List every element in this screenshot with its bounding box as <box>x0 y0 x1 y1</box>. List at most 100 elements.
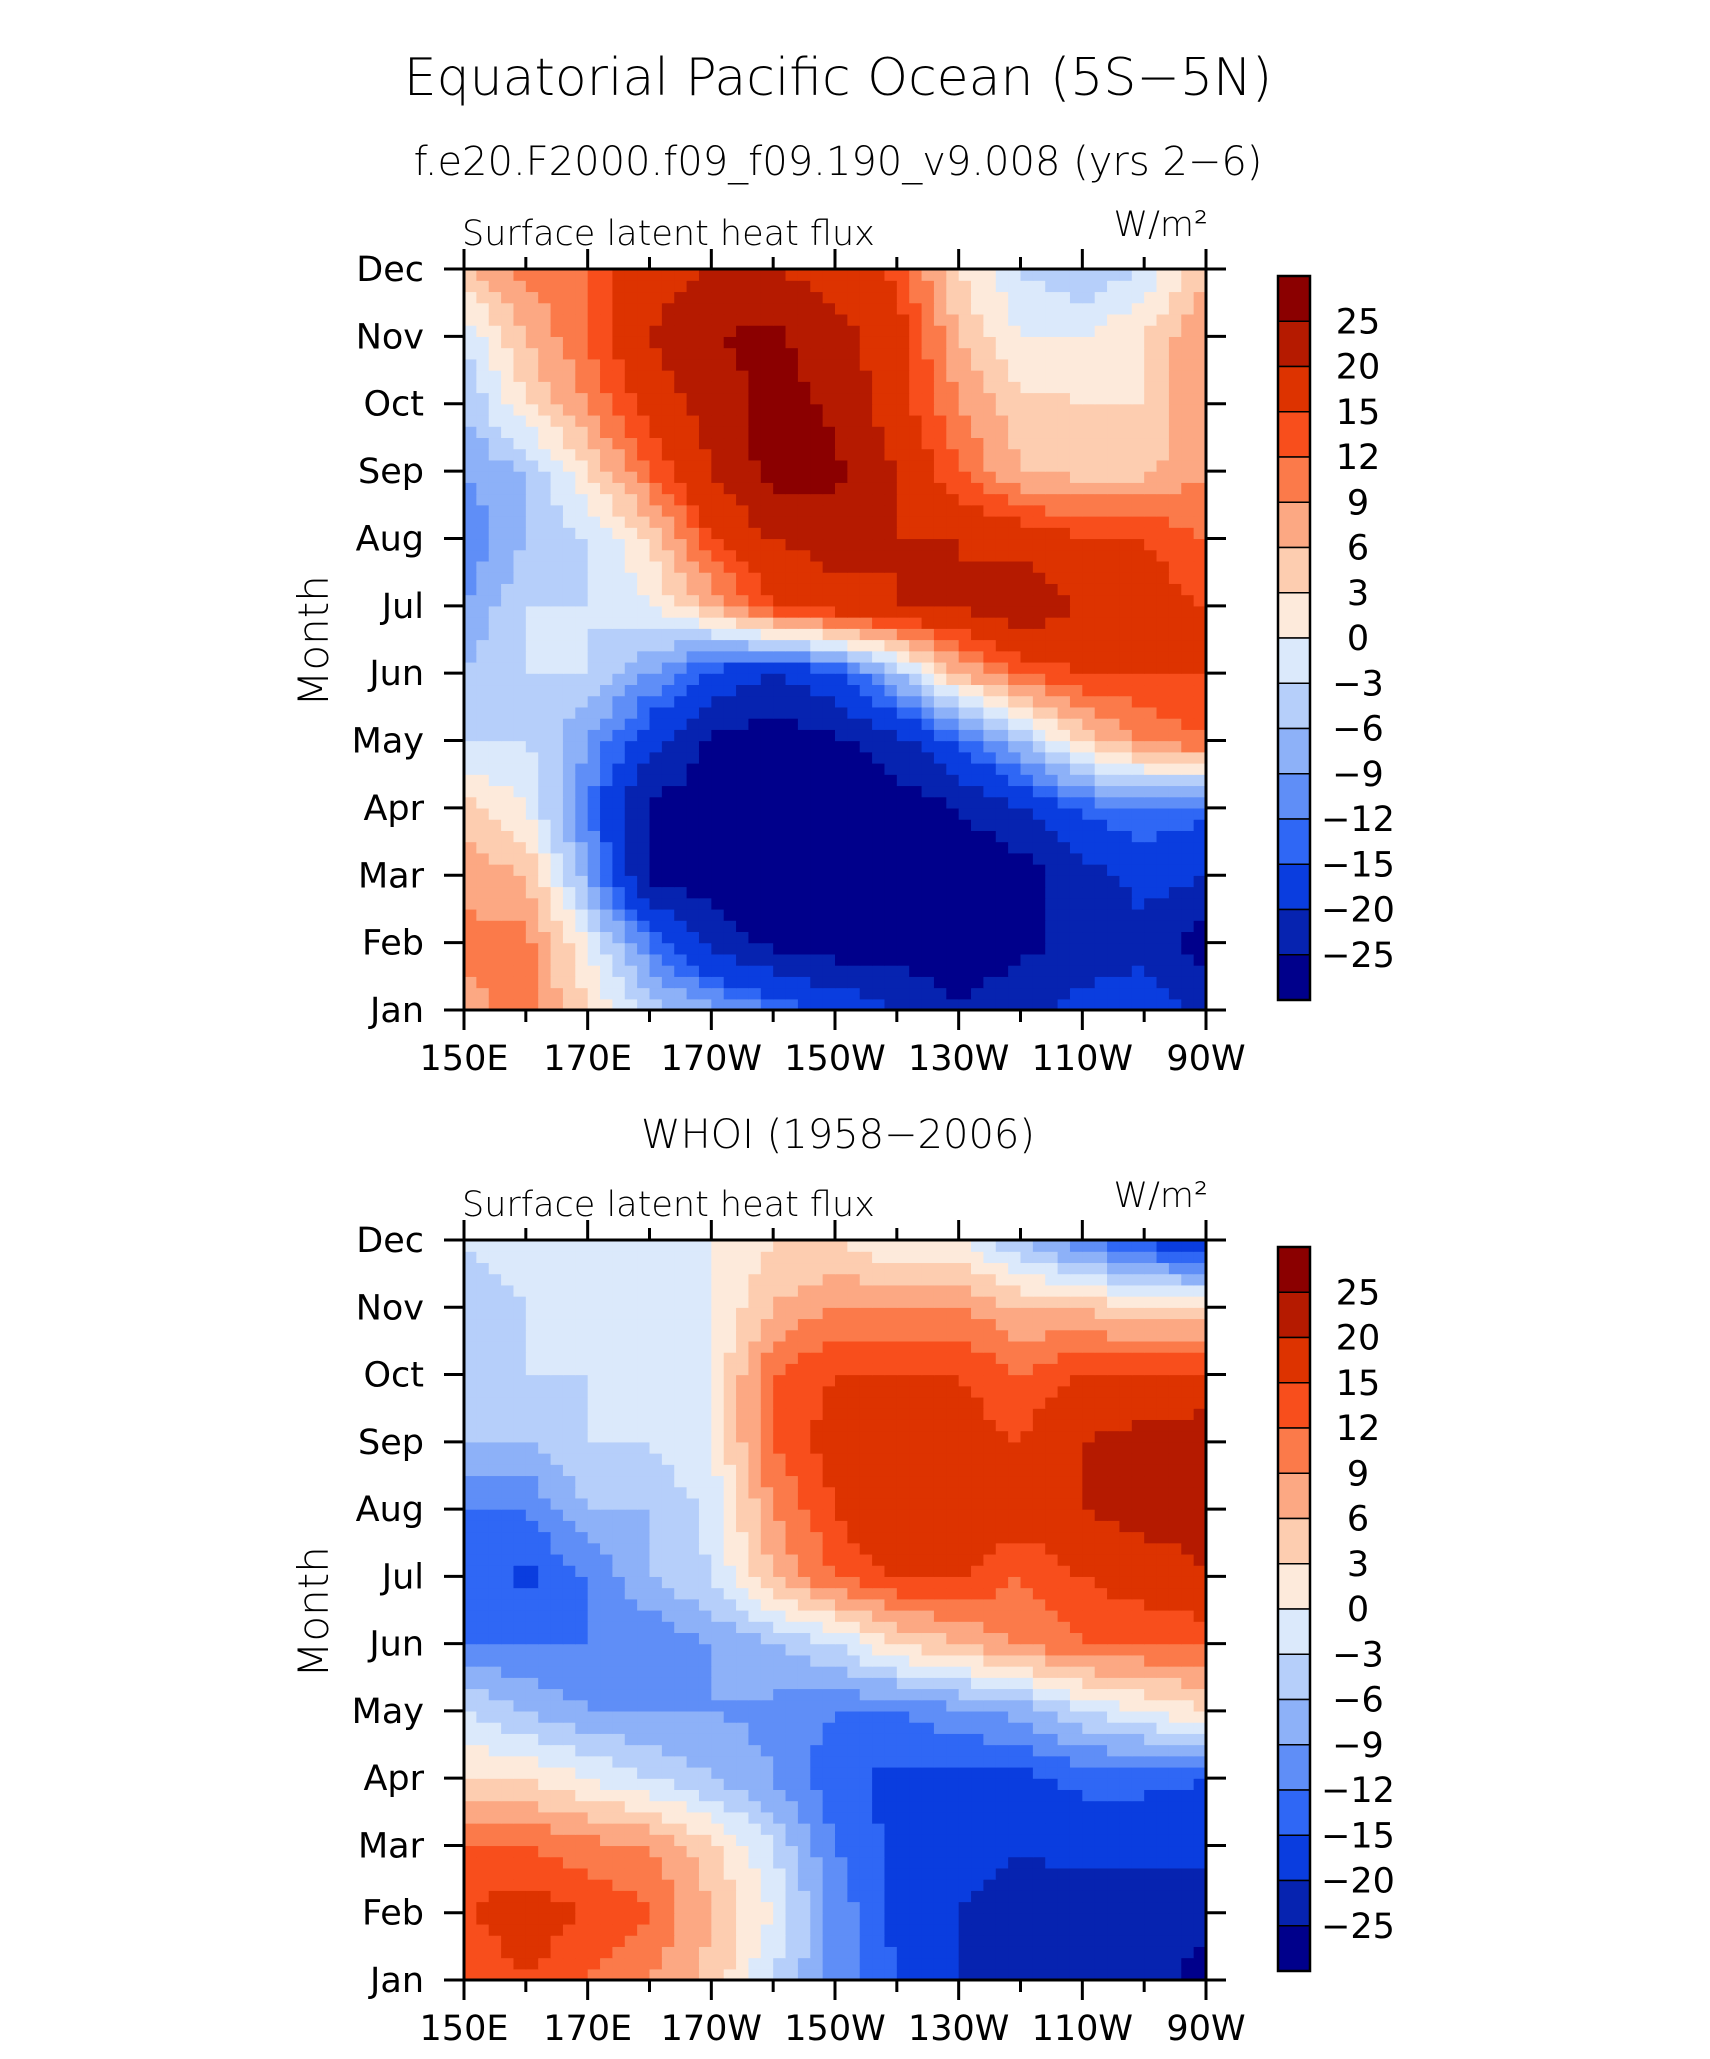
heatmap-cell <box>1131 976 1145 989</box>
heatmap-cell <box>835 1923 848 1936</box>
x-tick-label: 150W <box>784 1039 885 1079</box>
heatmap-cell <box>1131 1968 1145 1981</box>
heatmap-cell <box>736 942 750 955</box>
heatmap-cell <box>872 504 886 517</box>
heatmap-cell <box>1045 628 1059 641</box>
heatmap-cell <box>748 886 762 899</box>
heatmap-cell <box>575 1867 589 1880</box>
heatmap-cell <box>909 751 923 764</box>
heatmap-cell <box>971 482 984 495</box>
heatmap-cell <box>1008 920 1022 933</box>
heatmap-cell <box>550 572 564 584</box>
heatmap-cell <box>464 1845 477 1858</box>
heatmap-cell <box>674 302 688 315</box>
heatmap-cell <box>674 751 688 764</box>
heatmap-cell <box>513 560 527 573</box>
heatmap-cell <box>1094 718 1108 730</box>
heatmap-cell <box>612 684 626 697</box>
heatmap-cell <box>525 459 539 472</box>
heatmap-cell <box>624 482 638 495</box>
heatmap-cell <box>946 1912 960 1925</box>
heatmap-cell <box>562 325 576 337</box>
heatmap-cell <box>847 1811 861 1824</box>
heatmap-cell <box>760 560 774 573</box>
heatmap-cell <box>736 639 750 652</box>
heatmap-cell <box>1057 302 1071 315</box>
heatmap-cell <box>612 774 626 787</box>
heatmap-cell <box>859 1901 873 1914</box>
heatmap-cell <box>686 1901 700 1914</box>
heatmap-cell <box>1094 414 1108 427</box>
heatmap-cell <box>971 1923 984 1936</box>
heatmap-cell <box>835 942 848 955</box>
heatmap-cell <box>674 538 688 551</box>
heatmap-cell <box>958 594 972 607</box>
heatmap-cell <box>600 493 613 506</box>
heatmap-cell <box>884 370 898 382</box>
heatmap-cell <box>884 605 898 618</box>
heatmap-cell <box>785 493 799 506</box>
heatmap-cell <box>698 908 712 921</box>
heatmap-cell <box>476 875 490 888</box>
heatmap-cell <box>847 785 861 798</box>
heatmap-cell <box>859 504 873 517</box>
units-label-observations: W/m² <box>1113 1176 1208 1216</box>
colorbar-swatch <box>1277 637 1311 684</box>
heatmap-cell <box>995 1912 1009 1925</box>
heatmap-cell <box>686 706 700 719</box>
heatmap-cell <box>773 594 787 607</box>
heatmap-cell <box>1032 437 1046 450</box>
heatmap-cell <box>748 796 762 809</box>
heatmap-cell <box>1069 931 1083 944</box>
heatmap-cell <box>736 1935 750 1947</box>
heatmap-cell <box>538 302 552 315</box>
heatmap-cell <box>1156 976 1170 989</box>
heatmap-cell <box>773 471 787 483</box>
heatmap-cell <box>476 516 490 528</box>
heatmap-cell <box>525 269 539 281</box>
heatmap-cell <box>884 908 898 921</box>
heatmap-cell <box>1057 796 1071 809</box>
heatmap-cell <box>1181 302 1195 315</box>
heatmap-cell <box>711 628 725 641</box>
heatmap-cell <box>983 953 997 966</box>
heatmap-cell <box>525 1901 539 1914</box>
heatmap-cell <box>686 471 700 483</box>
heatmap-cell <box>1082 302 1096 315</box>
heatmap-cell <box>538 785 552 798</box>
heatmap-cell <box>797 280 811 293</box>
heatmap-cell <box>946 448 960 461</box>
heatmap-cell <box>711 718 725 730</box>
heatmap-cell <box>723 325 737 337</box>
heatmap-cell <box>859 785 873 798</box>
heatmap-cell <box>1082 875 1096 888</box>
heatmap-cell <box>562 426 576 439</box>
heatmap-cell <box>488 864 502 876</box>
heatmap-cell <box>1020 1834 1034 1847</box>
heatmap-cell <box>921 953 935 966</box>
heatmap-cell <box>674 729 688 742</box>
heatmap-cell <box>1156 639 1170 652</box>
colorbar-swatch <box>1277 411 1311 458</box>
heatmap-cell <box>525 538 539 551</box>
heatmap-cell <box>550 1890 564 1903</box>
heatmap-cell <box>1107 908 1121 921</box>
heatmap-cell <box>983 628 997 641</box>
heatmap-cell <box>600 313 613 326</box>
heatmap-cell <box>797 774 811 787</box>
heatmap-cell <box>1119 482 1133 495</box>
heatmap-cell <box>538 661 552 674</box>
heatmap-cell <box>884 482 898 495</box>
heatmap-cell <box>872 482 886 495</box>
heatmap-cell <box>785 426 799 439</box>
heatmap-cell <box>872 718 886 730</box>
heatmap-cell <box>921 1890 935 1903</box>
heatmap-cell <box>711 1811 725 1824</box>
heatmap-cell <box>896 448 910 461</box>
heatmap-cell <box>921 931 935 944</box>
heatmap-cell <box>995 774 1009 787</box>
heatmap-cell <box>835 482 848 495</box>
heatmap-cell <box>1057 459 1071 472</box>
heatmap-cell <box>661 661 675 674</box>
heatmap-cell <box>1193 358 1207 371</box>
